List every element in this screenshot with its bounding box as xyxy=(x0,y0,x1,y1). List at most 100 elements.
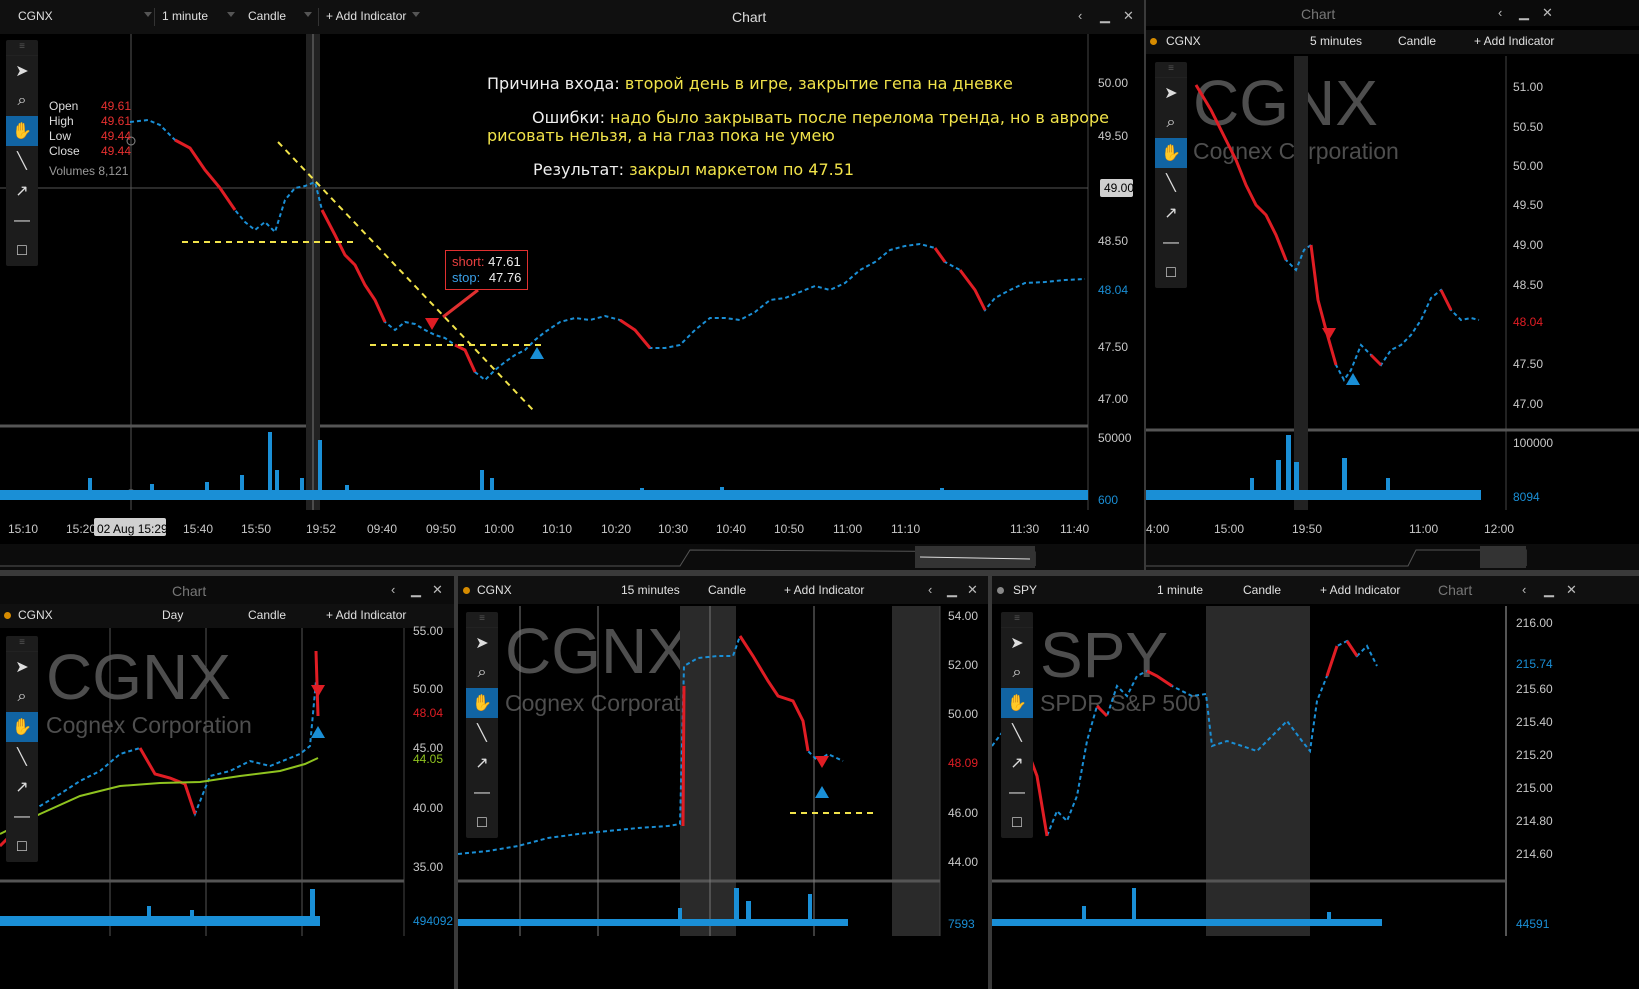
add-indicator-button[interactable]: + Add Indicator xyxy=(784,583,865,597)
price-axis: 51.00 50.50 50.00 49.50 49.00 48.50 48.0… xyxy=(1513,80,1554,504)
line-tool-icon[interactable]: ╲ xyxy=(477,725,487,742)
chevron-down-icon[interactable] xyxy=(304,12,312,17)
add-indicator-button[interactable]: + Add Indicator xyxy=(326,9,407,23)
chart-style-selector[interactable]: Candle xyxy=(708,583,747,597)
arrow-tool-icon[interactable]: ↗ xyxy=(475,755,489,772)
pan-hand-tool-icon[interactable]: ✋ xyxy=(1001,688,1033,718)
pointer-tool-icon[interactable]: ➤ xyxy=(15,63,29,80)
add-indicator-button[interactable]: + Add Indicator xyxy=(1320,583,1401,597)
spy-chart-svg xyxy=(992,606,1507,936)
15min-chart-panel: CGNX 15 minutes Candle + Add Indicator ‹… xyxy=(458,576,988,989)
pan-hand-tool-icon[interactable]: ✋ xyxy=(1155,138,1187,168)
time-axis: 15:10 15:20 02 Aug 15:29 15:40 15:50 19:… xyxy=(8,522,1090,536)
grip-icon[interactable]: ≡ xyxy=(1155,62,1187,78)
zoom-tool-icon[interactable]: ⌕ xyxy=(17,92,27,109)
minimize-icon[interactable]: ▁ xyxy=(947,582,957,597)
collapse-icon[interactable]: ‹ xyxy=(928,582,933,597)
pointer-tool-icon[interactable]: ➤ xyxy=(1164,85,1178,102)
symbol-selector[interactable]: CGNX xyxy=(477,583,512,597)
panel-divider[interactable] xyxy=(454,576,458,989)
drawing-toolbar: ≡ ➤ ⌕ ✋ ╲ ↗ — □ xyxy=(1001,612,1033,838)
collapse-icon[interactable]: ‹ xyxy=(1522,582,1527,597)
price-candles xyxy=(129,118,1086,382)
collapse-icon[interactable]: ‹ xyxy=(391,582,396,597)
arrow-tool-icon[interactable]: ↗ xyxy=(1010,755,1024,772)
interval-selector[interactable]: 5 minutes xyxy=(1310,34,1363,48)
right-chart-panel: Chart ‹ ▁ ✕ CGNX 5 minutes Candle + Add … xyxy=(1146,0,1639,570)
close-icon[interactable]: ✕ xyxy=(1123,8,1134,23)
zoom-tool-icon[interactable]: ⌕ xyxy=(1012,664,1022,681)
minimize-icon[interactable]: ▁ xyxy=(1519,5,1529,20)
interval-selector[interactable]: 1 minute xyxy=(162,9,209,23)
rectangle-tool-icon[interactable]: □ xyxy=(17,242,27,259)
panel-divider[interactable] xyxy=(1144,0,1146,570)
price-axis: 50.00 49.50 49.00 48.50 48.04 47.50 47.0… xyxy=(1098,76,1135,507)
rectangle-tool-icon[interactable]: □ xyxy=(17,838,27,855)
line-tool-icon[interactable]: ╲ xyxy=(1166,175,1176,192)
time-navigator[interactable] xyxy=(0,544,1144,570)
close-icon[interactable]: ✕ xyxy=(432,582,443,597)
symbol-selector[interactable]: CGNX xyxy=(1166,34,1201,48)
horizontal-line-tool-icon[interactable]: — xyxy=(1163,234,1179,251)
minimize-icon[interactable]: ▁ xyxy=(411,582,421,597)
right-toolbar: CGNX 5 minutes Candle + Add Indicator xyxy=(1146,30,1639,54)
chart-style-selector[interactable]: Candle xyxy=(1243,583,1282,597)
interval-selector[interactable]: 1 minute xyxy=(1157,583,1204,597)
close-icon[interactable]: ✕ xyxy=(1566,582,1577,597)
horizontal-line-tool-icon[interactable]: — xyxy=(1009,784,1025,801)
arrow-tool-icon[interactable]: ↗ xyxy=(15,779,29,796)
add-indicator-button[interactable]: + Add Indicator xyxy=(1474,34,1555,48)
main-chart-svg xyxy=(0,34,1133,536)
grip-icon[interactable]: ≡ xyxy=(1001,612,1033,628)
pan-hand-tool-icon[interactable]: ✋ xyxy=(466,688,498,718)
close-icon[interactable]: ✕ xyxy=(967,582,978,597)
horizontal-line-tool-icon[interactable]: — xyxy=(14,212,30,229)
time-navigator[interactable] xyxy=(1146,544,1639,570)
chart-style-selector[interactable]: Candle xyxy=(1398,34,1437,48)
panel-divider[interactable] xyxy=(0,570,1639,576)
grip-icon[interactable]: ≡ xyxy=(6,40,38,56)
main-chart-panel: CGNX 1 minute Candle + Add Indicator Cha… xyxy=(0,0,1144,570)
minimize-icon[interactable]: ▁ xyxy=(1544,582,1554,597)
chart-style-selector[interactable]: Candle xyxy=(248,608,287,622)
horizontal-line-tool-icon[interactable]: — xyxy=(14,808,30,825)
zoom-tool-icon[interactable]: ⌕ xyxy=(17,688,27,705)
grip-icon[interactable]: ≡ xyxy=(466,612,498,628)
interval-selector[interactable]: 15 minutes xyxy=(621,583,680,597)
pan-hand-tool-icon[interactable]: ✋ xyxy=(6,116,38,146)
pan-hand-tool-icon[interactable]: ✋ xyxy=(6,712,38,742)
close-icon[interactable]: ✕ xyxy=(1542,5,1553,20)
chevron-down-icon[interactable] xyxy=(227,12,235,17)
panel-divider[interactable] xyxy=(988,576,992,989)
rectangle-tool-icon[interactable]: □ xyxy=(1012,814,1022,831)
symbol-selector[interactable]: CGNX xyxy=(18,608,53,622)
symbol-selector[interactable]: SPY xyxy=(1013,583,1038,597)
chart-style-selector[interactable]: Candle xyxy=(248,9,287,23)
collapse-icon[interactable]: ‹ xyxy=(1498,5,1503,20)
arrow-tool-icon[interactable]: ↗ xyxy=(15,183,29,200)
status-dot xyxy=(4,612,11,619)
price-axis: 54.00 52.00 50.00 48.09 46.00 44.00 7593 xyxy=(948,609,979,931)
15min-chart-svg xyxy=(458,606,941,936)
collapse-icon[interactable]: ‹ xyxy=(1078,8,1083,23)
pointer-tool-icon[interactable]: ➤ xyxy=(15,659,29,676)
line-tool-icon[interactable]: ╲ xyxy=(17,749,27,766)
rectangle-tool-icon[interactable]: □ xyxy=(1166,264,1176,281)
line-tool-icon[interactable]: ╲ xyxy=(17,153,27,170)
pointer-tool-icon[interactable]: ➤ xyxy=(1010,635,1024,652)
minimize-icon[interactable]: ▁ xyxy=(1100,8,1110,23)
horizontal-line-tool-icon[interactable]: — xyxy=(474,784,490,801)
zoom-tool-icon[interactable]: ⌕ xyxy=(1166,114,1176,131)
grip-icon[interactable]: ≡ xyxy=(6,636,38,652)
pointer-tool-icon[interactable]: ➤ xyxy=(475,635,489,652)
add-indicator-button[interactable]: + Add Indicator xyxy=(326,608,407,622)
zoom-tool-icon[interactable]: ⌕ xyxy=(477,664,487,681)
ohlc-readout: Open 49.61 High 49.61 Low 49.44 Close 49.44 … xyxy=(49,99,132,178)
arrow-tool-icon[interactable]: ↗ xyxy=(1164,205,1178,222)
chevron-down-icon[interactable] xyxy=(412,12,420,17)
symbol-selector[interactable]: CGNX xyxy=(18,9,53,23)
interval-selector[interactable]: Day xyxy=(162,608,184,622)
chevron-down-icon[interactable] xyxy=(144,12,152,17)
line-tool-icon[interactable]: ╲ xyxy=(1012,725,1022,742)
rectangle-tool-icon[interactable]: □ xyxy=(477,814,487,831)
